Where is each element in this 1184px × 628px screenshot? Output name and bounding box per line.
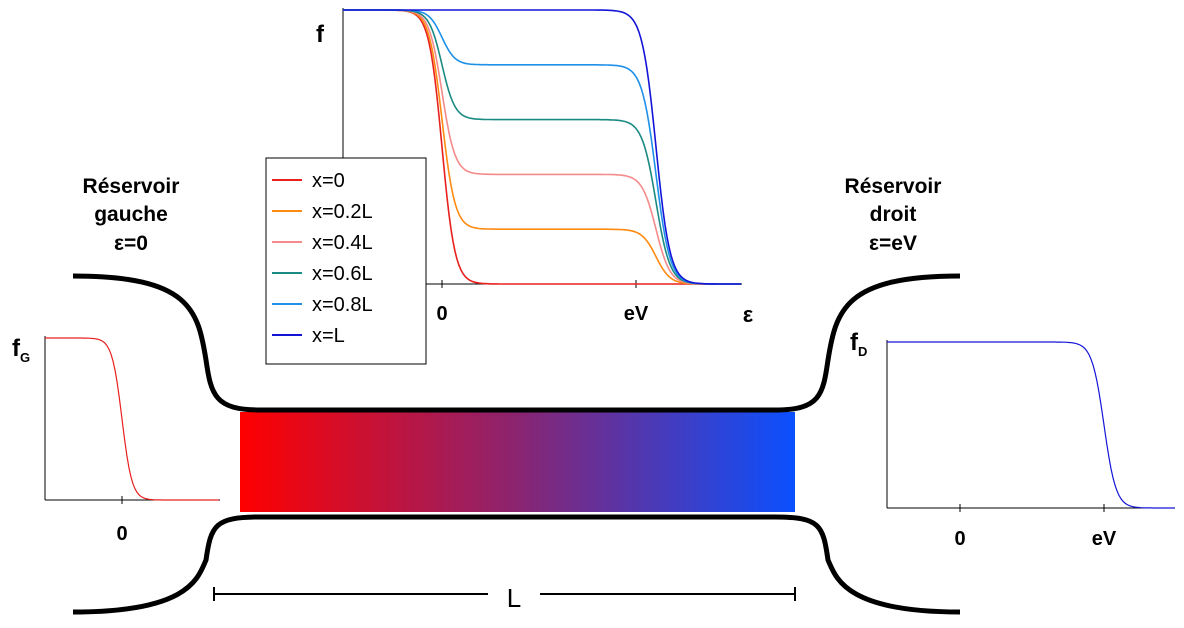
- main-plot: f ε 0 eV: [316, 8, 754, 327]
- length-label: L: [507, 583, 521, 613]
- lower-outline: [72, 514, 961, 615]
- legend-box: [265, 157, 427, 365]
- right-plot-xtick-label-0: 0: [954, 528, 965, 550]
- main-plot-xtick-label-0: 0: [436, 303, 447, 325]
- upper-outline: [72, 273, 961, 413]
- length-indicator: [213, 587, 796, 601]
- right-reservoir-subtitle: droit: [870, 203, 917, 226]
- right-reservoir-energy: ε=eV: [869, 232, 917, 255]
- left-plot-curve: [45, 337, 219, 501]
- left-reservoir-title: Réservoir: [83, 175, 180, 198]
- left-reservoir-subtitle: gauche: [94, 203, 168, 226]
- right-plot-ylabel: fD: [850, 329, 867, 359]
- legend: x=0 x=0.2L x=0.4L x=0.6L x=0.8L x=L: [265, 157, 427, 365]
- main-plot-ylabel: f: [316, 21, 325, 48]
- right-plot-curve: [887, 341, 1175, 509]
- main-plot-curves: [343, 9, 741, 285]
- legend-label-3: x=0.6L: [312, 263, 373, 285]
- legend-label-2: x=0.4L: [312, 232, 373, 254]
- main-plot-xlabel: ε: [743, 302, 754, 327]
- left-plot-ylabel: fG: [12, 335, 30, 365]
- left-plot-xtick-label-0: 0: [116, 523, 127, 545]
- right-plot: fD 0 eV: [850, 329, 1175, 550]
- curve-series-5: [343, 9, 741, 285]
- legend-label-0: x=0: [312, 170, 345, 192]
- legend-label-5: x=L: [312, 325, 345, 347]
- legend-label-1: x=0.2L: [312, 201, 373, 223]
- right-reservoir-title: Réservoir: [845, 175, 942, 198]
- legend-label-4: x=0.8L: [312, 294, 373, 316]
- right-plot-xtick-label-ev: eV: [1092, 528, 1117, 550]
- left-reservoir-energy: ε=0: [114, 232, 148, 255]
- main-plot-xtick-label-ev: eV: [624, 303, 649, 325]
- wire-gradient: [240, 412, 795, 512]
- left-plot: fG 0: [12, 335, 220, 545]
